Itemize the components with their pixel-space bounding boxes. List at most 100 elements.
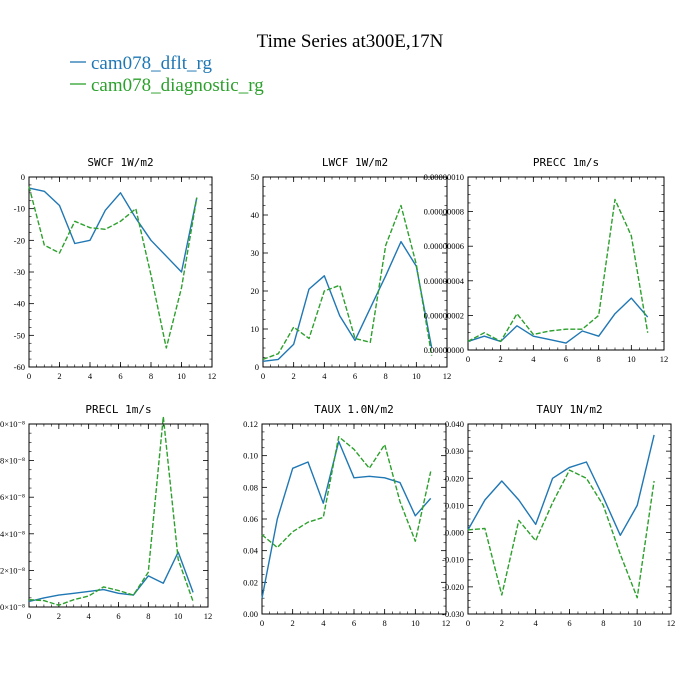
x-tick-label: 4 [322, 371, 327, 381]
y-tick-label: 0.06 [243, 514, 258, 524]
y-tick-label: 0.00000004 [424, 276, 465, 286]
x-tick-label: 8 [597, 354, 601, 364]
series-line-dflt [467, 297, 649, 344]
chart-panel-3: PRECC 1m/s 0 2 4 6 8 10 12 0.00000000 0.00000002 0… [424, 156, 669, 364]
chart-panel-1: SWCF 1W/m2 0 2 4 6 8 10 12 0 -10 -20 -30 -40 -50 -60 [14, 156, 217, 381]
y-tick-label: 0.04 [243, 546, 259, 556]
x-tick-label: 2 [57, 371, 61, 381]
y-tick-label: -30 [14, 267, 25, 277]
x-tick-label: 10 [411, 618, 420, 628]
series-line-dflt [261, 440, 432, 599]
y-tick-label: 6×10⁻⁸ [0, 492, 25, 502]
y-tick-label: 10 [251, 324, 260, 334]
series-line-dflt [28, 187, 198, 273]
y-tick-label: 0 [21, 172, 25, 182]
x-tick-label: 4 [321, 618, 326, 628]
x-tick-label: 0 [466, 354, 470, 364]
series-line-diagnostic [467, 469, 655, 599]
x-tick-label: 6 [116, 611, 120, 621]
panel-title: SWCF 1W/m2 [87, 156, 153, 169]
x-tick-label: 8 [149, 371, 153, 381]
y-tick-label: 8×10⁻⁸ [0, 456, 25, 466]
series-line-diagnostic [262, 204, 433, 361]
plot-frame [467, 423, 672, 615]
plot-frame [467, 176, 665, 351]
y-tick-label: -50 [14, 330, 25, 340]
y-tick-label: 0.00000006 [424, 241, 464, 251]
x-tick-label: 2 [500, 618, 504, 628]
x-tick-label: 10 [177, 371, 186, 381]
y-tick-label: 50 [251, 172, 260, 182]
panel-title: TAUX 1.0N/m2 [314, 403, 393, 416]
series-line-diagnostic [467, 198, 649, 343]
y-tick-label: 0.00000000 [424, 345, 464, 355]
x-tick-label: 0 [27, 611, 31, 621]
y-tick-label: 0.000 [445, 528, 464, 538]
y-tick-label: 30 [251, 248, 260, 258]
x-tick-label: 10 [412, 371, 421, 381]
x-tick-label: 12 [204, 611, 213, 621]
x-tick-label: 8 [146, 611, 150, 621]
x-tick-label: 2 [291, 618, 295, 628]
series-line-diagnostic [28, 416, 194, 606]
y-tick-label: -0.030 [442, 609, 464, 619]
legend-label-diagnostic: cam078_diagnostic_rg [91, 75, 264, 96]
y-tick-label: -10 [14, 204, 25, 214]
plot-frame [28, 423, 209, 608]
series-line-diagnostic [261, 436, 432, 549]
panel-title: PRECC 1m/s [533, 156, 599, 169]
y-tick-label: 0.030 [445, 446, 464, 456]
figure-title: Time Series at300E,17N [257, 31, 444, 52]
y-tick-label: 0.010 [445, 500, 464, 510]
x-tick-label: 2 [499, 354, 503, 364]
y-tick-label: 20 [251, 286, 260, 296]
x-tick-label: 12 [208, 371, 217, 381]
chart-panel-4: PRECL 1m/s 0 2 4 6 8 10 12 0×10⁻⁸ 2×10⁻⁸ 4×10⁻⁸ 6×1… [0, 403, 212, 621]
y-tick-label: -60 [14, 362, 25, 372]
x-tick-label: 6 [353, 371, 357, 381]
y-tick-label: -40 [14, 299, 25, 309]
legend-label-dflt: cam078_dflt_rg [91, 53, 213, 74]
x-tick-label: 8 [384, 371, 388, 381]
x-tick-label: 12 [442, 618, 451, 628]
x-tick-label: 10 [627, 354, 636, 364]
y-tick-label: 0.02 [243, 577, 258, 587]
y-tick-label: 4×10⁻⁸ [0, 529, 25, 539]
y-tick-label: -0.010 [442, 555, 464, 565]
x-tick-label: 12 [443, 371, 452, 381]
x-tick-label: 4 [88, 371, 93, 381]
x-tick-label: 0 [27, 371, 31, 381]
y-tick-label: -20 [14, 235, 25, 245]
x-tick-label: 10 [633, 618, 642, 628]
y-tick-label: 0.00000010 [424, 172, 464, 182]
y-tick-label: 0.10 [243, 451, 258, 461]
chart-panel-6: TAUY 1N/m20 2 4 6 8 10 12-0.030-0.020-0.0100.0… [442, 403, 675, 628]
x-tick-label: 2 [57, 611, 61, 621]
chart-panels: SWCF 1W/m2 0 2 4 6 8 10 12 0 -10 -20 -30 -40 -50 -60 LW… [0, 156, 675, 628]
x-tick-label: 0 [261, 371, 265, 381]
y-tick-label: 2×10⁻⁸ [0, 565, 25, 575]
x-tick-label: 6 [118, 371, 122, 381]
x-tick-label: 12 [660, 354, 669, 364]
y-tick-label: 0×10⁻⁸ [0, 602, 25, 612]
y-tick-label: 10×10⁻⁸ [0, 419, 25, 429]
x-tick-label: 2 [292, 371, 296, 381]
y-tick-label: 0.020 [445, 473, 464, 483]
y-tick-label: -0.020 [442, 582, 464, 592]
x-tick-label: 6 [352, 618, 356, 628]
panel-title: TAUY 1N/m2 [536, 403, 602, 416]
x-tick-label: 4 [531, 354, 536, 364]
legend: cam078_dflt_rg cam078_diagnostic_rg [70, 53, 264, 96]
y-tick-label: 0.00000002 [424, 310, 464, 320]
x-tick-label: 10 [174, 611, 183, 621]
chart-panel-5: TAUX 1.0N/m2 0 2 4 6 8 10 12 0.00 0.02 0.04 0.06 0.0… [243, 403, 450, 628]
series-line-dflt [28, 551, 194, 603]
y-tick-label: 0.00 [243, 609, 258, 619]
x-tick-label: 4 [87, 611, 92, 621]
chart-panel-2: LWCF 1W/m2 0 2 4 6 8 10 12 0 10 20 30 40 50 [251, 156, 452, 381]
panel-title: LWCF 1W/m2 [322, 156, 388, 169]
series-line-diagnostic [28, 186, 198, 349]
x-tick-label: 8 [383, 618, 387, 628]
series-line-dflt [467, 434, 655, 536]
